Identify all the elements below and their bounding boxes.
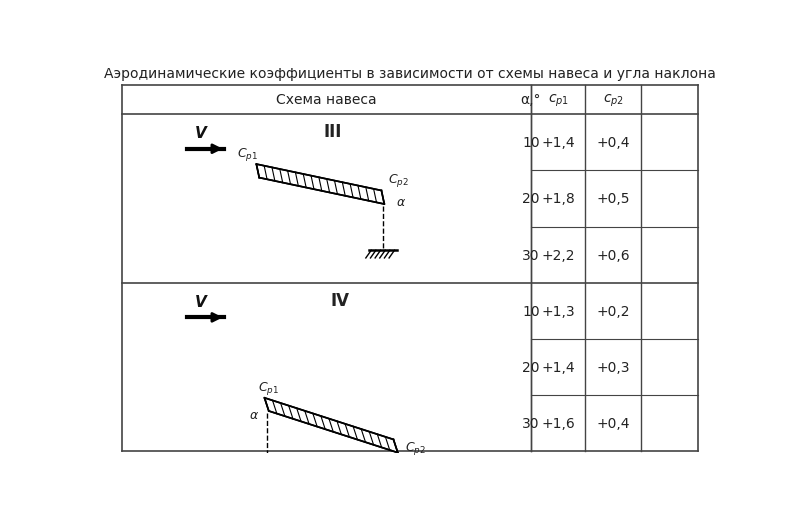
Text: V: V xyxy=(195,294,206,309)
Text: $c_{p1}$: $c_{p1}$ xyxy=(547,92,569,108)
Text: III: III xyxy=(323,123,342,141)
Text: 30: 30 xyxy=(522,248,540,262)
Text: +1,8: +1,8 xyxy=(541,192,575,206)
Text: +0,2: +0,2 xyxy=(596,304,630,318)
Text: $c_{p2}$: $c_{p2}$ xyxy=(602,92,623,108)
Text: $C_{p1}$: $C_{p1}$ xyxy=(258,379,279,395)
Text: +1,4: +1,4 xyxy=(542,136,575,150)
Text: +0,4: +0,4 xyxy=(596,136,630,150)
Polygon shape xyxy=(265,398,398,453)
Text: V: V xyxy=(195,126,206,141)
Text: +1,3: +1,3 xyxy=(542,304,575,318)
Text: α,°: α,° xyxy=(521,93,541,107)
Text: α: α xyxy=(397,196,405,209)
Text: 10: 10 xyxy=(522,136,540,150)
Text: 10: 10 xyxy=(522,304,540,318)
Text: 30: 30 xyxy=(522,416,540,431)
Text: $C_{p1}$: $C_{p1}$ xyxy=(237,146,258,162)
Text: Аэродинамические коэффициенты в зависимости от схемы навеса и угла наклона: Аэродинамические коэффициенты в зависимо… xyxy=(104,66,716,80)
Text: $C_{p2}$: $C_{p2}$ xyxy=(405,439,426,456)
Text: $C_{p2}$: $C_{p2}$ xyxy=(388,172,409,189)
Text: +0,6: +0,6 xyxy=(596,248,630,262)
Text: +0,4: +0,4 xyxy=(596,416,630,431)
Text: +2,2: +2,2 xyxy=(542,248,574,262)
Text: +0,3: +0,3 xyxy=(596,360,630,374)
Text: +1,6: +1,6 xyxy=(541,416,575,431)
Text: Схема навеса: Схема навеса xyxy=(276,93,377,107)
Polygon shape xyxy=(256,165,384,205)
Text: +1,4: +1,4 xyxy=(542,360,575,374)
Text: 20: 20 xyxy=(522,192,540,206)
Text: 20: 20 xyxy=(522,360,540,374)
Text: IV: IV xyxy=(330,291,350,309)
Text: α: α xyxy=(250,408,258,421)
Text: +0,5: +0,5 xyxy=(596,192,630,206)
